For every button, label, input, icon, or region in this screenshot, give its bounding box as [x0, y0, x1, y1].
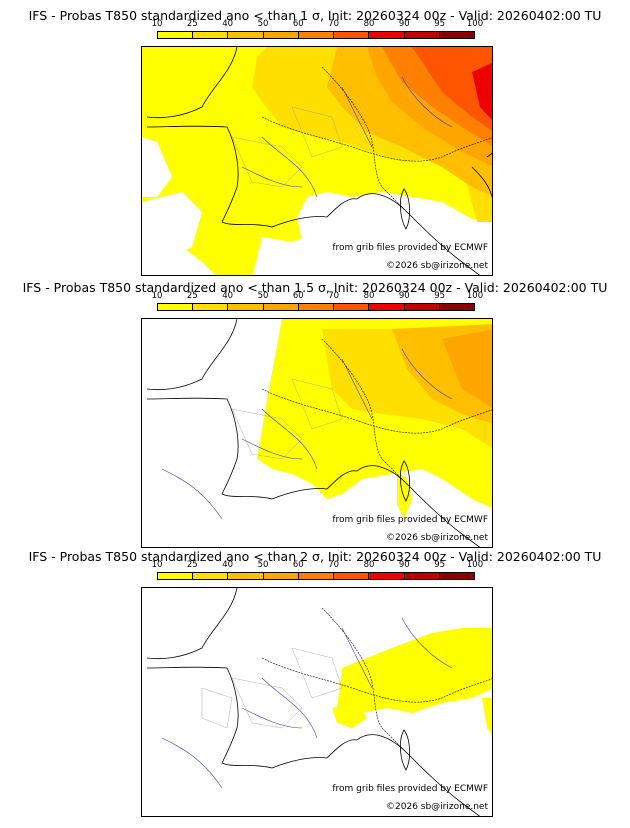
legend-label: 70 — [328, 291, 340, 301]
legend-color-swatch — [334, 304, 370, 310]
credit-text: from grib files provided by ECMWF — [332, 515, 488, 525]
legend-colorbar — [157, 31, 475, 39]
legend-label: 80 — [363, 560, 375, 570]
legend-label: 80 — [363, 291, 375, 301]
legend-color-swatch — [158, 573, 194, 579]
legend-color-swatch — [334, 32, 370, 38]
probability-map: from grib files provided by ECMWF ©2026 … — [141, 46, 493, 276]
legend-color-swatch — [228, 304, 264, 310]
legend-label: 80 — [363, 19, 375, 29]
legend-color-swatch — [439, 573, 474, 579]
legend-color-swatch — [228, 32, 264, 38]
legend-color-swatch — [193, 32, 229, 38]
legend-color-swatch — [228, 573, 264, 579]
copyright-text: ©2026 sb@irizone.net — [386, 533, 488, 543]
legend-color-swatch — [298, 304, 335, 310]
legend-color-swatch — [404, 32, 440, 38]
legend-color-swatch — [263, 573, 299, 579]
legend-color-swatch — [193, 573, 229, 579]
legend-label: 90 — [398, 560, 410, 570]
legend-colorbar — [157, 303, 475, 311]
legend-color-swatch — [369, 32, 405, 38]
legend-label: 60 — [292, 560, 304, 570]
color-legend: 10 25 40 50 60 70 80 90 95 100 — [152, 291, 484, 312]
legend-color-swatch — [334, 573, 370, 579]
legend-color-swatch — [404, 573, 440, 579]
legend-color-swatch — [193, 304, 229, 310]
legend-label: 100 — [466, 291, 484, 301]
credit-text: from grib files provided by ECMWF — [332, 243, 488, 253]
legend-label: 25 — [186, 560, 198, 570]
map-panel-3: IFS - Probas T850 standardized ano < tha… — [0, 541, 630, 817]
legend-label: 40 — [222, 291, 234, 301]
legend-color-swatch — [158, 304, 194, 310]
legend-label: 25 — [186, 291, 198, 301]
probability-map: from grib files provided by ECMWF ©2026 … — [141, 318, 493, 548]
legend-color-swatch — [298, 32, 335, 38]
legend-labels: 10 25 40 50 60 70 80 90 95 100 — [152, 560, 484, 571]
legend-label: 90 — [398, 19, 410, 29]
legend-color-swatch — [298, 573, 335, 579]
color-legend: 10 25 40 50 60 70 80 90 95 100 — [152, 19, 484, 40]
legend-label: 25 — [186, 19, 198, 29]
copyright-text: ©2026 sb@irizone.net — [386, 261, 488, 271]
legend-label: 10 — [151, 291, 163, 301]
legend-label: 10 — [151, 19, 163, 29]
map-canvas — [146, 319, 492, 547]
legend-label: 60 — [292, 291, 304, 301]
legend-label: 50 — [257, 291, 269, 301]
panel-title: IFS - Probas T850 standardized ano < tha… — [28, 549, 602, 564]
map-canvas — [146, 588, 492, 816]
legend-label: 100 — [466, 19, 484, 29]
legend-label: 10 — [151, 560, 163, 570]
legend-labels: 10 25 40 50 60 70 80 90 95 100 — [152, 291, 484, 302]
legend-label: 40 — [222, 19, 234, 29]
legend-color-swatch — [263, 304, 299, 310]
legend-label: 95 — [434, 19, 446, 29]
legend-label: 50 — [257, 560, 269, 570]
legend-label: 95 — [434, 560, 446, 570]
legend-colorbar — [157, 572, 475, 580]
map-panel-2: IFS - Probas T850 standardized ano < tha… — [0, 272, 630, 548]
legend-label: 50 — [257, 19, 269, 29]
legend-labels: 10 25 40 50 60 70 80 90 95 100 — [152, 19, 484, 30]
legend-label: 70 — [328, 19, 340, 29]
credit-text: from grib files provided by ECMWF — [332, 784, 488, 794]
legend-label: 100 — [466, 560, 484, 570]
legend-color-swatch — [369, 573, 405, 579]
panel-title: IFS - Probas T850 standardized ano < tha… — [28, 8, 602, 23]
legend-color-swatch — [158, 32, 194, 38]
map-canvas — [142, 47, 492, 275]
legend-label: 70 — [328, 560, 340, 570]
panel-title: IFS - Probas T850 standardized ano < tha… — [22, 280, 608, 295]
map-panel-1: IFS - Probas T850 standardized ano < tha… — [0, 0, 630, 276]
legend-label: 40 — [222, 560, 234, 570]
copyright-text: ©2026 sb@irizone.net — [386, 802, 488, 812]
legend-label: 90 — [398, 291, 410, 301]
legend-color-swatch — [263, 32, 299, 38]
legend-color-swatch — [369, 304, 405, 310]
probability-map: from grib files provided by ECMWF ©2026 … — [141, 587, 493, 817]
legend-color-swatch — [439, 32, 474, 38]
legend-label: 60 — [292, 19, 304, 29]
color-legend: 10 25 40 50 60 70 80 90 95 100 — [152, 560, 484, 581]
legend-color-swatch — [439, 304, 474, 310]
legend-label: 95 — [434, 291, 446, 301]
legend-color-swatch — [404, 304, 440, 310]
